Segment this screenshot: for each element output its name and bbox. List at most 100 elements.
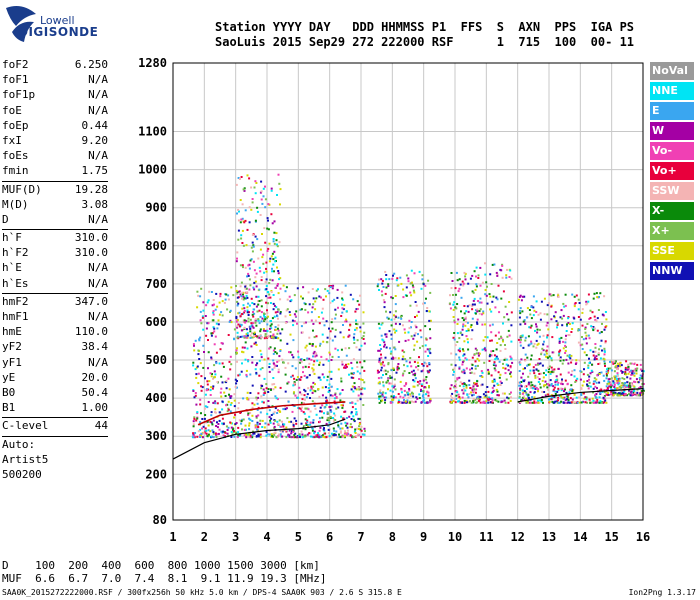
param-key: B1 bbox=[2, 401, 16, 415]
y-tick-label: 1000 bbox=[138, 163, 167, 177]
echo-point bbox=[339, 399, 342, 402]
echo-point bbox=[259, 214, 262, 216]
echo-point bbox=[524, 359, 527, 362]
echo-point bbox=[238, 373, 241, 376]
echo-point bbox=[202, 328, 205, 331]
echo-point bbox=[249, 325, 252, 328]
echo-point bbox=[328, 285, 331, 288]
echo-point bbox=[474, 365, 477, 368]
echo-point bbox=[599, 392, 602, 394]
echo-point bbox=[550, 359, 553, 362]
echo-point bbox=[412, 385, 415, 388]
echo-point bbox=[245, 287, 248, 290]
echo-point bbox=[602, 314, 605, 317]
echo-point bbox=[477, 400, 480, 402]
echo-point bbox=[328, 421, 331, 424]
echo-point bbox=[527, 381, 530, 384]
param-row: MUF(D) 19.28 bbox=[2, 182, 108, 197]
echo-point bbox=[328, 435, 331, 438]
y-tick-label: 80 bbox=[153, 513, 167, 527]
echo-point bbox=[196, 365, 199, 368]
echo-point bbox=[527, 375, 530, 378]
echo-point bbox=[264, 198, 267, 201]
echo-point bbox=[396, 365, 399, 368]
logo-text-digisonde: DIGISONDE bbox=[18, 25, 99, 39]
echo-point bbox=[242, 295, 245, 298]
echo-point bbox=[242, 266, 244, 269]
echo-point bbox=[384, 333, 387, 336]
echo-point bbox=[469, 277, 472, 280]
echo-point bbox=[496, 273, 499, 276]
echo-point bbox=[640, 393, 643, 396]
echo-point bbox=[272, 388, 275, 391]
echo-point bbox=[414, 332, 417, 335]
echo-point bbox=[237, 312, 240, 315]
echo-point bbox=[331, 300, 334, 303]
echo-point bbox=[519, 341, 522, 344]
echo-point bbox=[568, 401, 571, 404]
echo-point bbox=[456, 378, 459, 381]
echo-point bbox=[337, 425, 340, 428]
echo-point bbox=[246, 275, 248, 278]
echo-point bbox=[464, 389, 467, 392]
echo-point bbox=[270, 323, 273, 326]
echo-point bbox=[291, 365, 294, 368]
echo-point bbox=[559, 359, 562, 362]
echo-point bbox=[486, 302, 489, 305]
echo-point bbox=[279, 287, 282, 290]
echo-point bbox=[592, 387, 595, 390]
echo-point bbox=[292, 339, 295, 342]
echo-point bbox=[312, 363, 315, 366]
echo-point bbox=[541, 379, 544, 382]
echo-point bbox=[271, 270, 274, 273]
echo-point bbox=[605, 374, 608, 377]
echo-point bbox=[582, 338, 585, 341]
echo-point bbox=[276, 332, 279, 335]
echo-point bbox=[207, 322, 210, 325]
echo-point bbox=[193, 416, 196, 419]
echo-point bbox=[546, 334, 549, 337]
echo-point bbox=[499, 384, 502, 386]
echo-point bbox=[297, 407, 300, 409]
echo-point bbox=[329, 286, 332, 288]
echo-point bbox=[316, 359, 319, 362]
echo-point bbox=[545, 324, 548, 327]
echo-point bbox=[633, 363, 636, 366]
echo-point bbox=[424, 325, 427, 328]
echo-point bbox=[339, 430, 342, 433]
echo-point bbox=[207, 429, 210, 432]
echo-point bbox=[244, 321, 247, 324]
echo-point bbox=[236, 319, 239, 322]
echo-point bbox=[267, 388, 270, 391]
echo-point bbox=[325, 396, 328, 399]
echo-point bbox=[416, 397, 419, 400]
echo-point bbox=[540, 400, 543, 403]
echo-point bbox=[244, 209, 247, 212]
echo-point bbox=[546, 386, 549, 389]
echo-point bbox=[200, 389, 203, 392]
echo-point bbox=[457, 349, 460, 352]
echo-point bbox=[313, 336, 316, 339]
echo-point bbox=[557, 381, 560, 384]
echo-point bbox=[312, 355, 314, 358]
echo-point bbox=[254, 319, 257, 322]
echo-point bbox=[455, 383, 457, 386]
echo-point bbox=[493, 367, 496, 370]
echo-point bbox=[352, 372, 355, 374]
echo-point bbox=[277, 423, 280, 426]
echo-point bbox=[241, 335, 244, 338]
echo-point bbox=[294, 315, 297, 318]
echo-point bbox=[613, 375, 616, 378]
y-tick-label: 1100 bbox=[138, 125, 167, 139]
echo-point bbox=[294, 394, 297, 397]
echo-point bbox=[215, 425, 218, 427]
echo-point bbox=[194, 339, 197, 342]
echo-point bbox=[403, 389, 406, 392]
echo-point bbox=[226, 429, 229, 431]
echo-point bbox=[579, 318, 582, 321]
echo-point bbox=[220, 375, 223, 378]
param-key: M(D) bbox=[2, 197, 29, 211]
echo-point bbox=[592, 350, 595, 353]
echo-point bbox=[532, 345, 535, 348]
echo-point bbox=[428, 369, 431, 372]
